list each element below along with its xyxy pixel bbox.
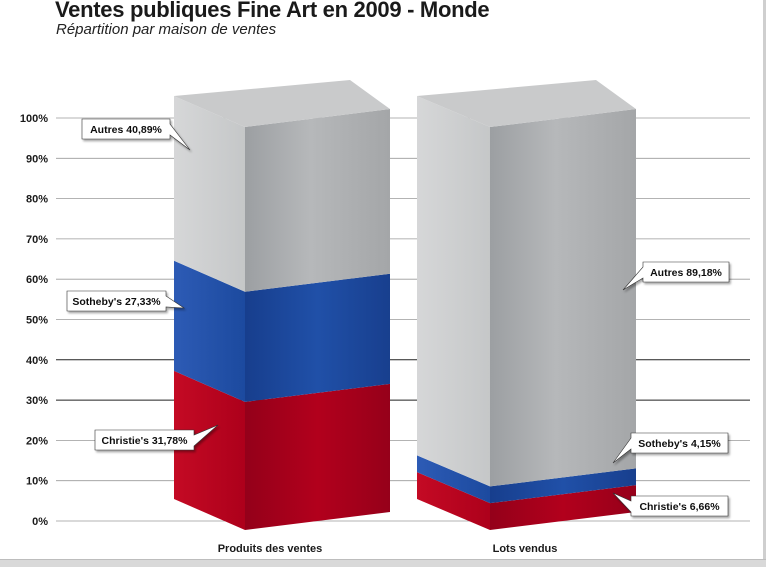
y-tick-label: 80% [26, 194, 48, 206]
bar-side-autres [174, 96, 245, 292]
data-label: Autres 40,89% [81, 118, 191, 151]
bar-segment-autres [245, 109, 390, 292]
data-label-text: Autres 40,89% [90, 124, 162, 136]
data-label-text: Autres 89,18% [650, 267, 722, 279]
bar-side-sothebys [417, 455, 490, 504]
data-label-box [81, 118, 191, 151]
chart-title: Ventes publiques Fine Art en 2009 - Mond… [55, 0, 490, 22]
bar-segment-autres [490, 109, 636, 487]
bars [174, 80, 636, 530]
data-label: Christie's 31,78% [94, 424, 219, 451]
bar-top-cap [174, 80, 390, 127]
data-label: Sotheby's 27,33% [66, 290, 186, 312]
chart-subtitle: Répartition par maison de ventes [56, 21, 277, 38]
data-label-text: Sotheby's 27,33% [72, 296, 161, 308]
y-tick-label: 70% [26, 234, 48, 246]
data-label-text: Christie's 31,78% [102, 435, 189, 447]
data-label-box [612, 432, 729, 464]
bar-side-autres [417, 96, 490, 487]
y-tick-label: 50% [26, 315, 48, 327]
data-label: Sotheby's 4,15% [612, 432, 729, 464]
gridlines [56, 117, 750, 522]
data-label-text: Christie's 6,66% [639, 501, 720, 513]
bar-segment-sothebys [490, 468, 636, 504]
data-labels: Autres 40,89% Sotheby's 27,33% Christie's … [66, 118, 730, 517]
y-tick-label: 40% [26, 355, 48, 367]
y-tick-label: 30% [26, 395, 48, 407]
y-axis-ticks: 0% 10% 20% 30% 40% 50% 60% 70% 80% 90% 100% [20, 113, 48, 528]
data-label-text: Sotheby's 4,15% [638, 438, 721, 450]
bar-segment-christies [490, 485, 636, 530]
bar-side-sothebys [174, 260, 245, 402]
category-label: Lots vendus [493, 543, 558, 555]
category-label: Produits des ventes [218, 543, 323, 555]
y-tick-label: 10% [26, 476, 48, 488]
y-tick-label: 0% [32, 516, 48, 528]
bar-side-christies [417, 472, 490, 530]
data-label-box [66, 290, 186, 312]
data-label: Christie's 6,66% [612, 492, 729, 517]
category-labels: Produits des ventes Lots vendus [218, 543, 558, 555]
y-tick-label: 20% [26, 435, 48, 447]
data-label-box [612, 492, 729, 517]
data-label-box [622, 261, 730, 291]
frame-bottom [0, 559, 766, 567]
bar-segment-christies [245, 383, 390, 530]
bar-segment-sothebys [245, 273, 390, 402]
data-label: Autres 89,18% [622, 261, 730, 291]
data-label-box [94, 424, 219, 451]
y-tick-label: 90% [26, 153, 48, 165]
y-tick-label: 100% [20, 113, 48, 125]
frame-border [763, 0, 766, 567]
y-tick-label: 60% [26, 274, 48, 286]
bar-top-cap [417, 80, 636, 128]
bar-side-christies [174, 370, 245, 530]
